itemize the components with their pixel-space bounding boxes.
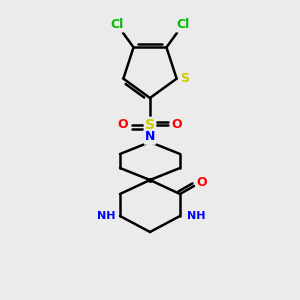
Text: N: N	[145, 130, 155, 143]
Text: Cl: Cl	[110, 18, 124, 31]
Text: S: S	[145, 118, 155, 132]
Text: O: O	[118, 118, 128, 131]
Text: NH: NH	[97, 211, 115, 221]
Text: O: O	[197, 176, 207, 190]
Text: Cl: Cl	[176, 18, 190, 31]
Text: S: S	[180, 72, 189, 85]
Text: O: O	[172, 118, 182, 131]
Text: NH: NH	[187, 211, 205, 221]
